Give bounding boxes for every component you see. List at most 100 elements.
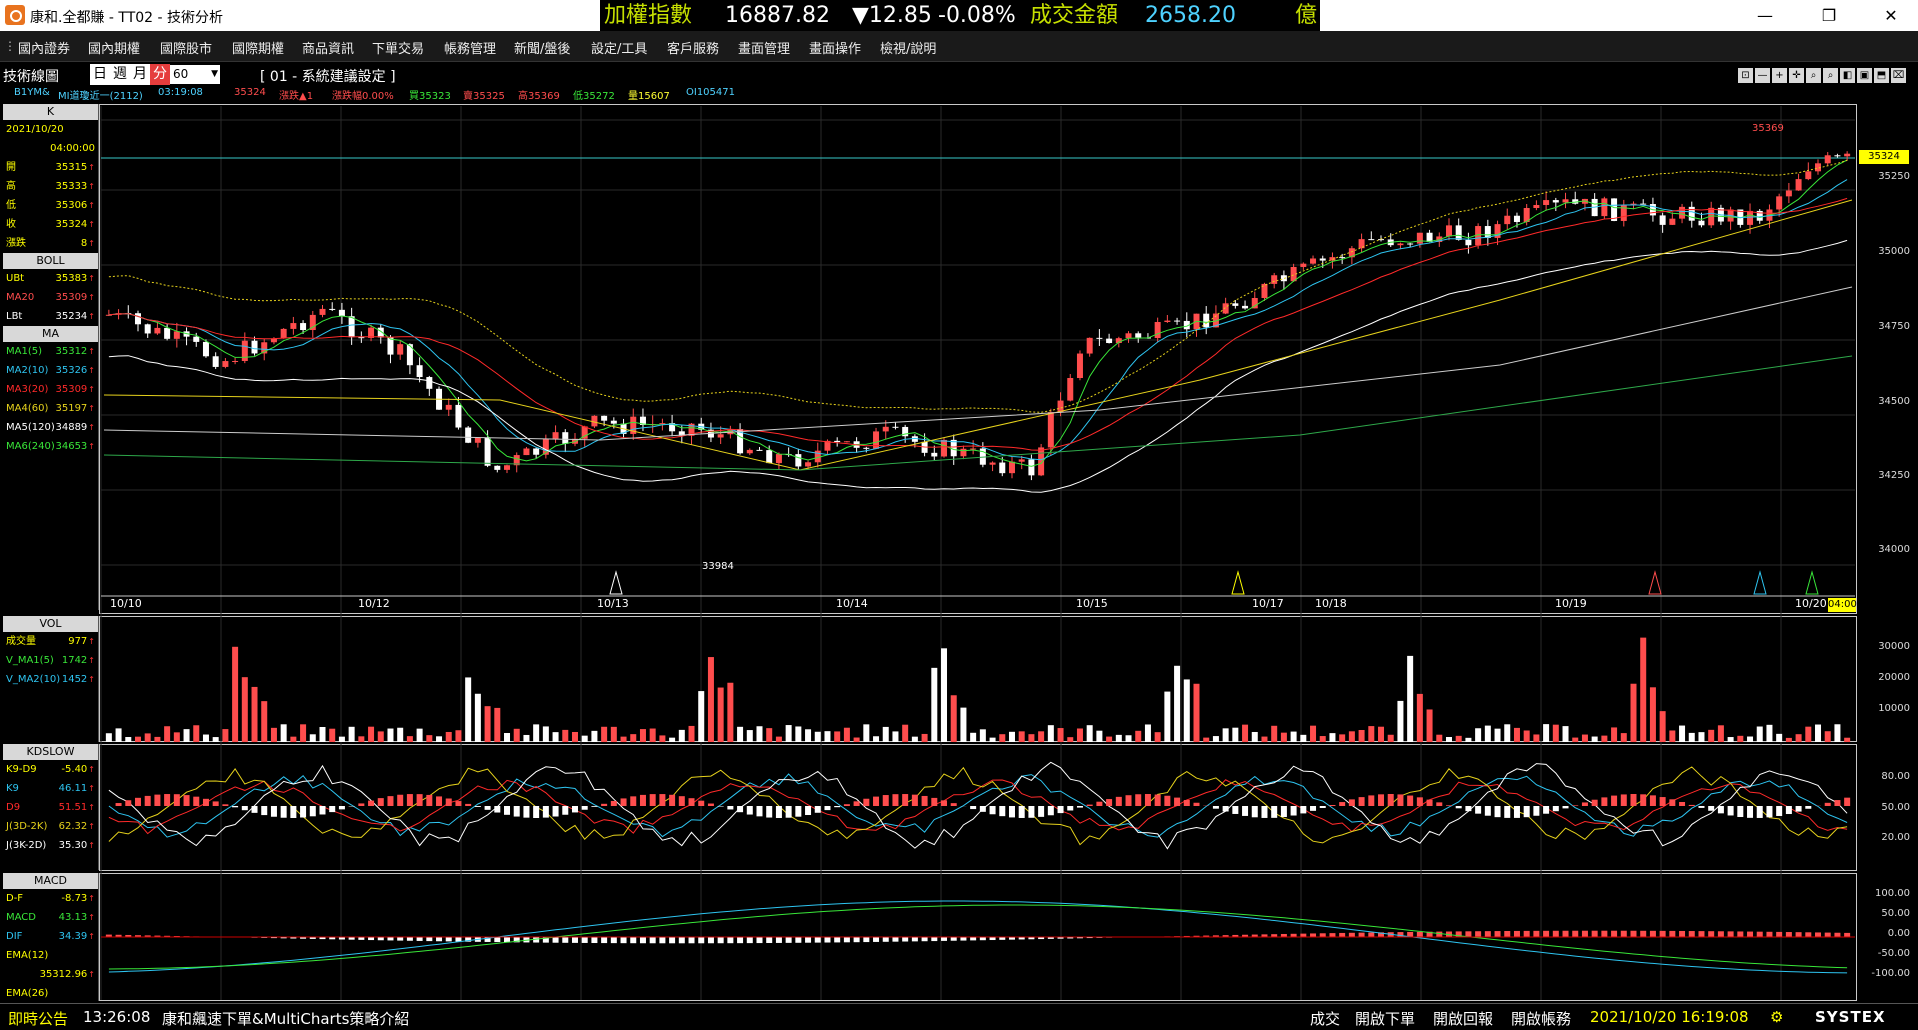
kd-histogram-bar bbox=[387, 796, 393, 806]
announce-label[interactable]: 即時公告 bbox=[8, 1008, 68, 1029]
kd-histogram-bar bbox=[795, 806, 801, 817]
volume-bar bbox=[1601, 736, 1607, 742]
date-label: 10/10 bbox=[110, 597, 142, 610]
candle-body bbox=[1271, 275, 1277, 284]
volume-bar bbox=[203, 735, 209, 742]
macd-histogram-bar bbox=[727, 937, 733, 943]
kd-histogram-bar bbox=[1805, 806, 1811, 809]
volume-bar bbox=[990, 738, 996, 742]
volume-bar bbox=[116, 728, 122, 742]
boll-lower-line bbox=[109, 240, 1847, 492]
volume-bar bbox=[1456, 736, 1462, 742]
macd-histogram-bar bbox=[1495, 931, 1501, 937]
volume-bar bbox=[154, 737, 160, 742]
candle-body bbox=[1096, 338, 1102, 339]
volume-bar bbox=[300, 724, 306, 742]
announce-time: 13:26:08 bbox=[83, 1008, 150, 1026]
candle-body bbox=[757, 450, 763, 451]
kd-histogram-bar bbox=[1417, 797, 1423, 806]
kd-histogram-bar bbox=[591, 806, 597, 807]
candle-body bbox=[1009, 462, 1015, 473]
kd-histogram-bar bbox=[999, 806, 1005, 816]
signal-marker-icon bbox=[1806, 572, 1818, 594]
kd-histogram-bar bbox=[873, 797, 879, 806]
macd-histogram-bar bbox=[960, 937, 966, 941]
candle-body bbox=[1660, 215, 1666, 224]
kd-histogram-bar bbox=[154, 795, 160, 806]
date-label: 10/14 bbox=[836, 597, 868, 610]
open-account-button[interactable]: 開啟帳務 bbox=[1511, 1008, 1571, 1029]
candle-body bbox=[1397, 244, 1403, 246]
kd-histogram-bar bbox=[1300, 806, 1306, 813]
candle-body bbox=[232, 361, 238, 362]
candle-body bbox=[970, 449, 976, 450]
candle-body bbox=[213, 356, 219, 367]
kd-histogram-bar bbox=[679, 796, 685, 806]
macd-histogram-bar bbox=[1368, 932, 1374, 937]
kd-histogram-bar bbox=[630, 796, 636, 806]
kd-histogram-bar bbox=[523, 806, 529, 818]
kd-histogram-bar bbox=[475, 806, 481, 807]
volume-bar bbox=[320, 727, 326, 742]
macd-histogram-bar bbox=[553, 937, 559, 943]
candle-body bbox=[747, 450, 753, 453]
candle-body bbox=[300, 323, 306, 330]
volume-bar bbox=[562, 730, 568, 742]
macd-histogram-bar bbox=[1786, 932, 1792, 937]
announce-message[interactable]: 康和飆速下單&MultiCharts策略介紹 bbox=[162, 1008, 409, 1029]
candle-body bbox=[1417, 233, 1423, 244]
candle-body bbox=[863, 448, 869, 449]
kd-histogram-bar bbox=[407, 794, 413, 806]
volume-bar bbox=[698, 691, 704, 742]
candle-body bbox=[1640, 204, 1646, 205]
kd-histogram-bar bbox=[1427, 800, 1433, 806]
candle-body bbox=[1339, 257, 1345, 258]
volume-bar bbox=[349, 727, 355, 742]
candle-body bbox=[834, 441, 840, 442]
macd-histogram-bar bbox=[747, 937, 753, 943]
volume-bar bbox=[727, 683, 733, 742]
macd-histogram-bar bbox=[397, 937, 403, 941]
volume-bar bbox=[591, 731, 597, 742]
kd-histogram-bar bbox=[1349, 799, 1355, 806]
kd-histogram-bar bbox=[970, 806, 976, 809]
volume-bar bbox=[795, 726, 801, 742]
settings-gear-icon[interactable]: ⚙ bbox=[1770, 1008, 1783, 1026]
kd-histogram-bar bbox=[300, 806, 306, 818]
volume-bar bbox=[1757, 727, 1763, 742]
volume-bar bbox=[1660, 711, 1666, 742]
macd-histogram-bar bbox=[912, 937, 918, 941]
price-tick: 35000 bbox=[1878, 246, 1910, 257]
kd-histogram-bar bbox=[174, 794, 180, 806]
candle-body bbox=[1844, 154, 1850, 157]
kd-histogram-bar bbox=[222, 804, 228, 806]
candle-body bbox=[1553, 200, 1559, 202]
volume-bar bbox=[844, 728, 850, 742]
open-order-button[interactable]: 開啟下單 bbox=[1355, 1008, 1415, 1029]
candle-body bbox=[1679, 207, 1685, 219]
macd-histogram-bar bbox=[1524, 931, 1530, 937]
kd-histogram-bar bbox=[252, 806, 258, 813]
signal-marker-icon bbox=[1649, 572, 1661, 594]
macd-histogram-bar bbox=[1417, 932, 1423, 937]
kd-histogram-bar bbox=[1087, 805, 1093, 806]
kd-histogram-bar bbox=[1669, 799, 1675, 806]
volume-bar bbox=[358, 736, 364, 742]
macd-histogram-bar bbox=[1747, 932, 1753, 937]
candle-body bbox=[1300, 264, 1306, 267]
kd-histogram-bar bbox=[1155, 795, 1161, 806]
volume-bar bbox=[679, 730, 685, 742]
kd-histogram-bar bbox=[1475, 806, 1481, 814]
volume-bar bbox=[1543, 724, 1549, 742]
kd-histogram-bar bbox=[824, 806, 830, 810]
volume-bar bbox=[1087, 725, 1093, 742]
open-report-button[interactable]: 開啟回報 bbox=[1433, 1008, 1493, 1029]
status-fill-button[interactable]: 成交 bbox=[1310, 1008, 1340, 1029]
macd-histogram-bar bbox=[1708, 931, 1714, 937]
macd-histogram-bar bbox=[1718, 931, 1724, 937]
kd-histogram-bar bbox=[1378, 794, 1384, 806]
kd-histogram-bar bbox=[980, 806, 986, 812]
candle-body bbox=[1563, 199, 1569, 202]
volume-bar bbox=[1388, 735, 1394, 742]
